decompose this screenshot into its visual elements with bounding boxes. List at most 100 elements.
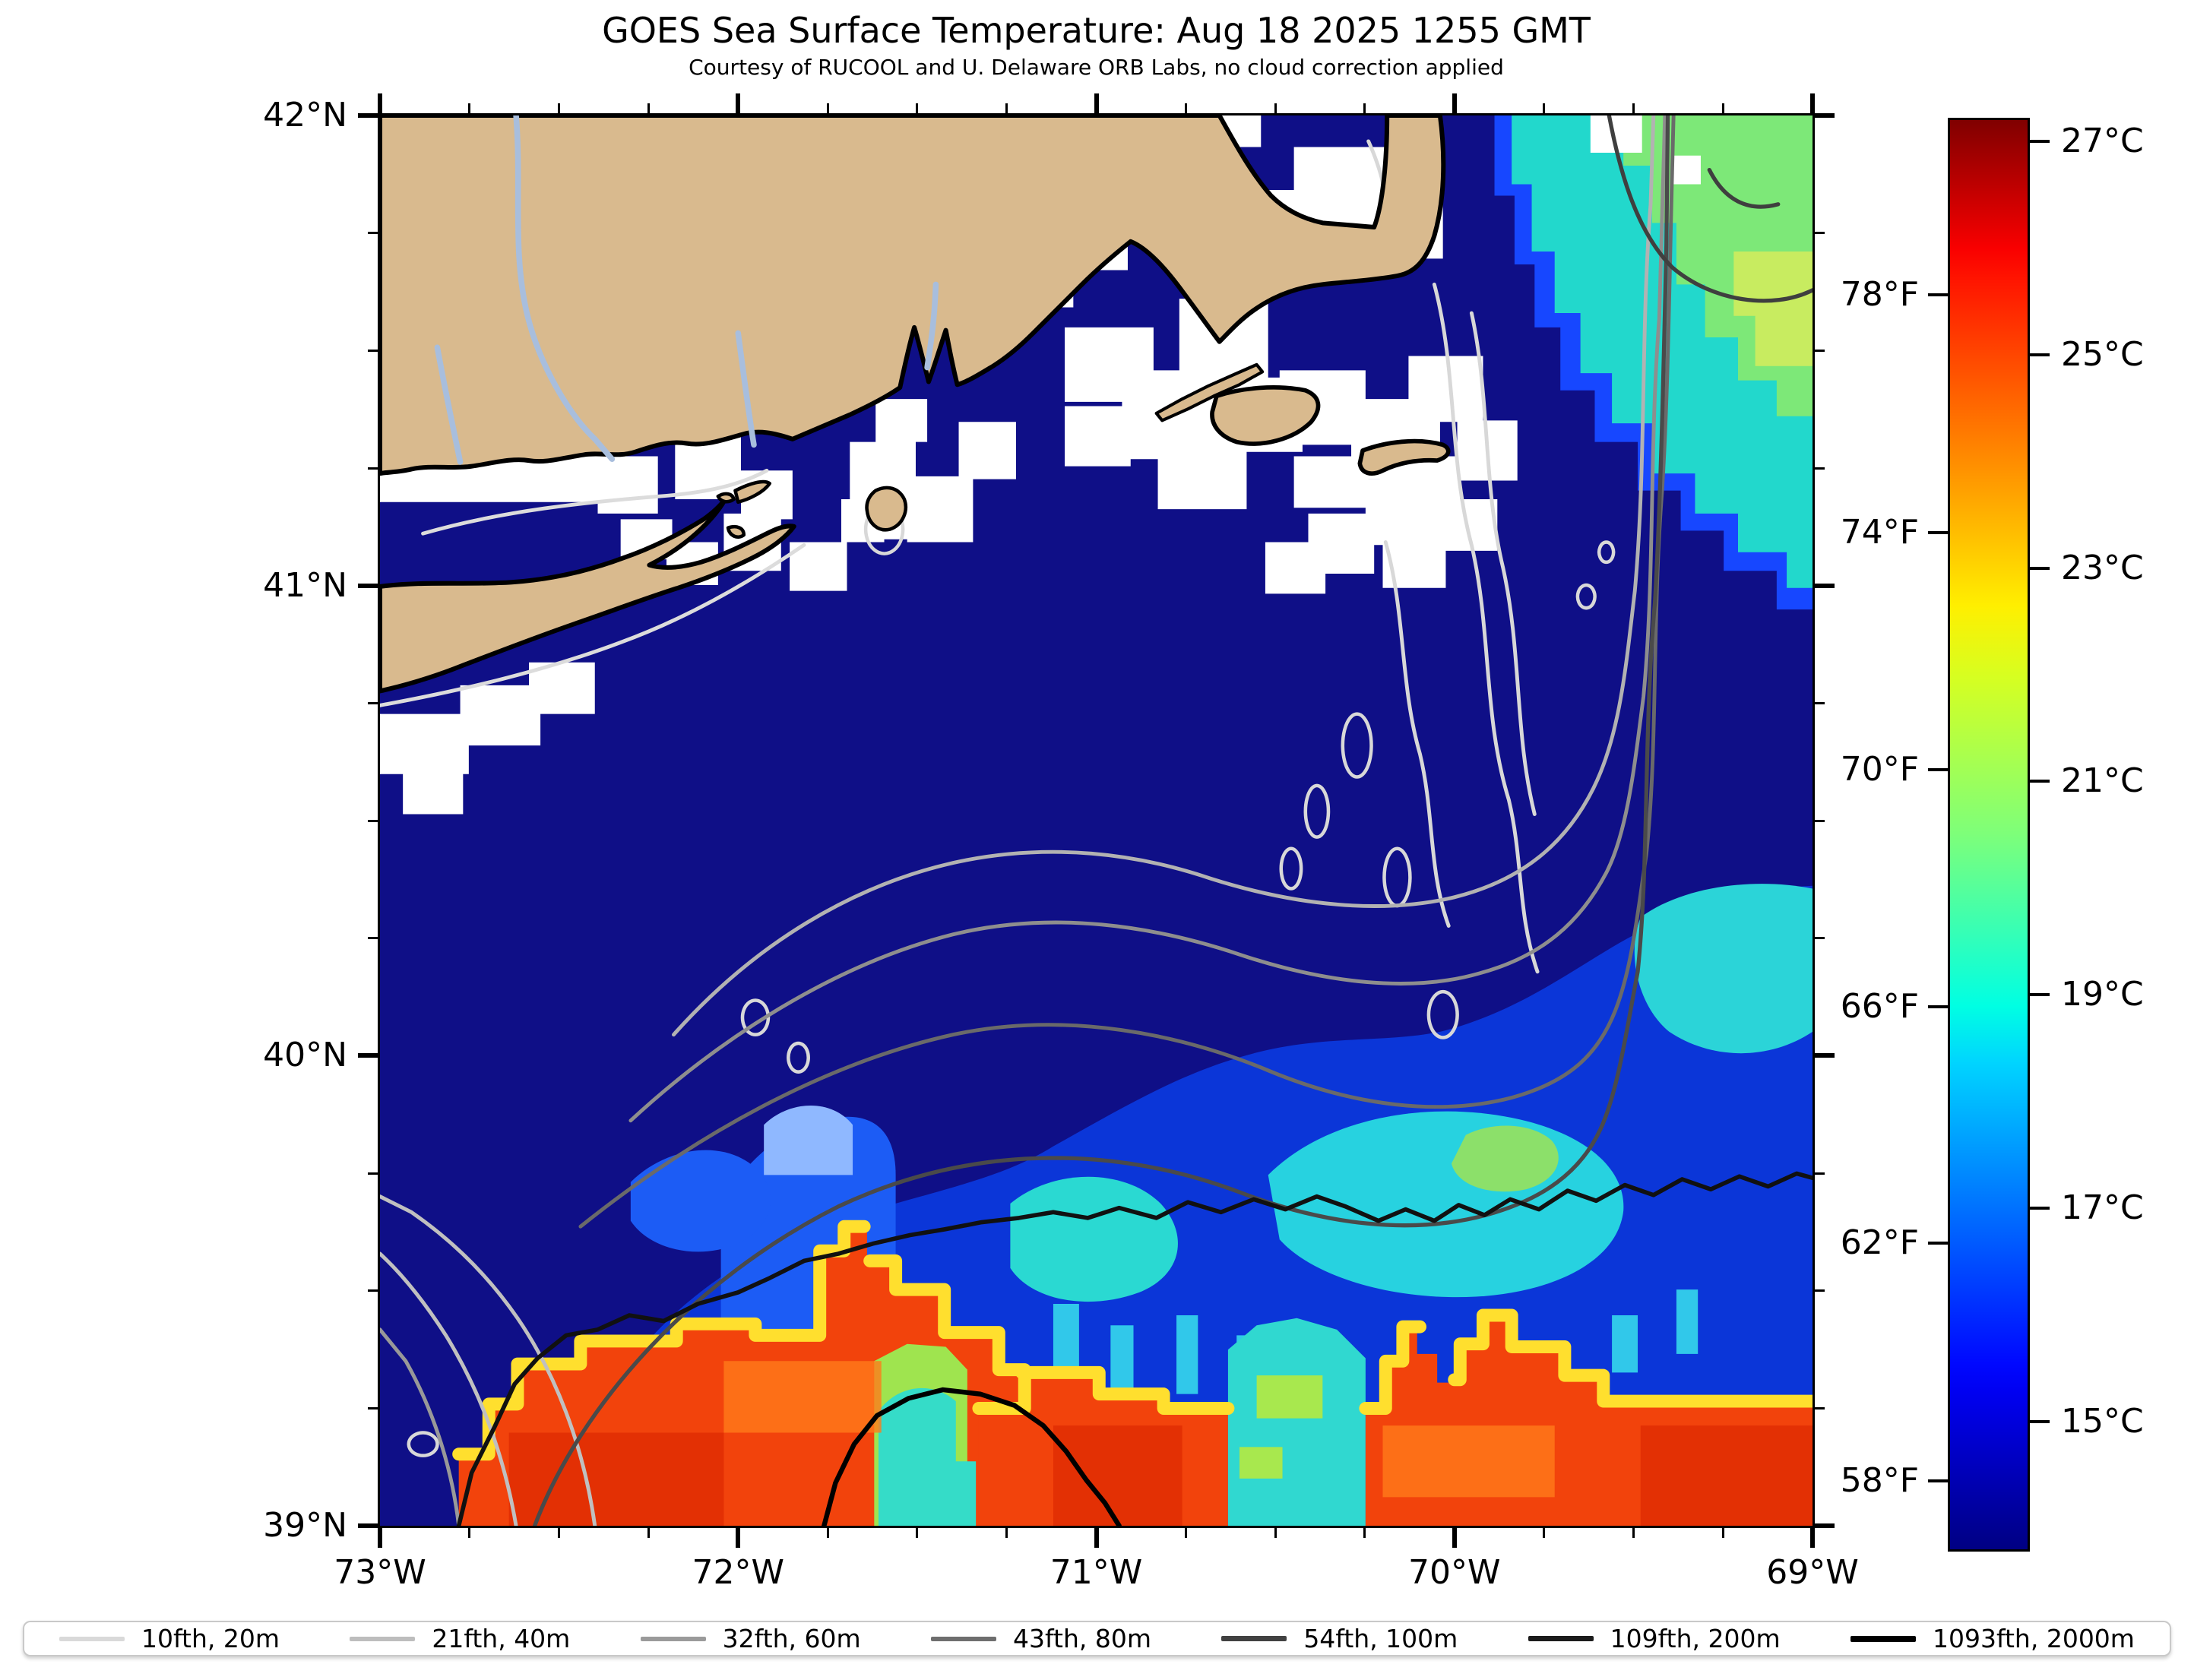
x-axis-top-major-tick: [736, 93, 741, 113]
colorbar-celsius-tick: [2030, 1419, 2050, 1423]
x-axis-top-minor-tick: [1005, 103, 1008, 113]
contour-40m-left: [380, 1194, 597, 1526]
y-axis-major-tick: [358, 583, 378, 588]
land-marthas-vineyard: [1210, 385, 1321, 446]
x-axis-minor-tick: [647, 1528, 650, 1538]
x-tick-label: 70°W: [1408, 1553, 1501, 1592]
cloud-nantucket-ring: [1265, 479, 1498, 594]
sst-mottle-green-flecks: [1451, 965, 1794, 1192]
x-axis-minor-tick: [1632, 1528, 1635, 1538]
colorbar-fahrenheit-label: 78°F: [1840, 275, 1919, 315]
legend-label: 21fth, 40m: [432, 1624, 571, 1653]
colorbar-fahrenheit-tick: [1928, 293, 1948, 297]
cloud-top-specks: [1217, 115, 1701, 185]
colorbar-celsius-label: 25°C: [2061, 334, 2144, 374]
x-axis-minor-tick: [1543, 1528, 1546, 1538]
legend-contour-swatch: [1221, 1636, 1287, 1641]
x-tick-label: 69°W: [1766, 1553, 1859, 1592]
y-tick-label: 39°N: [263, 1506, 347, 1545]
x-axis-top-major-tick: [1094, 93, 1099, 113]
colorbar-celsius-label: 27°C: [2061, 122, 2144, 161]
y-axis-right-minor-tick: [1815, 1406, 1825, 1409]
colorbar-celsius-tick: [2030, 140, 2050, 144]
land-nantucket: [1357, 438, 1451, 476]
x-axis-top-major-tick: [378, 93, 382, 113]
x-axis-top-minor-tick: [1184, 103, 1187, 113]
contour-60m-left: [380, 1327, 461, 1526]
y-axis-major-tick: [358, 113, 378, 118]
y-axis-right-minor-tick: [1815, 467, 1825, 470]
contour-60m-main: [628, 115, 1667, 1123]
y-axis-minor-tick: [368, 1289, 378, 1292]
cloud-ct-shore-band: [380, 436, 793, 560]
x-axis-top-minor-tick: [468, 103, 471, 113]
contour-100m-main: [532, 115, 1670, 1526]
page-subtitle: Courtesy of RUCOOL and U. Delaware ORB L…: [689, 55, 1504, 80]
y-axis-major-tick: [358, 1053, 378, 1058]
contour-20m-li-offshore: [380, 468, 806, 707]
sst-warm-yellow-fringe-c: [1359, 1308, 1813, 1415]
x-axis-minor-tick: [916, 1528, 919, 1538]
x-axis-major-tick: [1810, 1528, 1815, 1548]
colorbar-celsius-tick: [2030, 993, 2050, 997]
x-axis-top-minor-tick: [916, 103, 919, 113]
y-tick-label: 41°N: [263, 565, 347, 605]
x-tick-label: 72°W: [692, 1553, 785, 1592]
legend-label: 32fth, 60m: [722, 1624, 861, 1653]
x-axis-minor-tick: [1363, 1528, 1366, 1538]
colorbar-fahrenheit-tick: [1928, 1005, 1948, 1008]
legend-contour-swatch: [59, 1636, 125, 1641]
colorbar-fahrenheit-tick: [1928, 1479, 1948, 1483]
x-axis-top-minor-tick: [1632, 103, 1635, 113]
land-long-island: [380, 496, 796, 694]
legend-item: 32fth, 60m: [640, 1624, 861, 1653]
legend-label: 10fth, 20m: [141, 1624, 280, 1653]
colorbar-celsius-tick: [2030, 1206, 2050, 1210]
sst-warm-gap-green: [1239, 1375, 1323, 1479]
y-axis-right-minor-tick: [1815, 1289, 1825, 1292]
y-axis-minor-tick: [368, 349, 378, 352]
map-plot-area: [378, 113, 1815, 1528]
sst-mottle-left-tip: [764, 1105, 853, 1175]
x-axis-minor-tick: [558, 1528, 561, 1538]
contour-80m-main: [578, 115, 1676, 1229]
y-axis-minor-tick: [368, 819, 378, 822]
x-axis-minor-tick: [826, 1528, 829, 1538]
legend-item: 21fth, 40m: [350, 1624, 570, 1653]
colorbar-fahrenheit-tick: [1928, 1242, 1948, 1245]
land-mainland: [380, 115, 1446, 476]
x-axis-major-tick: [1452, 1528, 1457, 1548]
y-axis-right-major-tick: [1815, 583, 1835, 588]
cloud-li-south-shore: [380, 662, 595, 815]
x-axis-top-major-tick: [1810, 93, 1815, 113]
sst-mottle-cyan-right: [1634, 884, 1813, 1054]
legend-item: 1093fth, 2000m: [1850, 1624, 2135, 1653]
colorbar-celsius-label: 21°C: [2061, 761, 2144, 801]
y-axis-minor-tick: [368, 937, 378, 940]
y-axis-right-minor-tick: [1815, 819, 1825, 822]
y-axis-right-minor-tick: [1815, 937, 1825, 940]
page-title: GOES Sea Surface Temperature: Aug 18 202…: [602, 10, 1591, 51]
x-axis-minor-tick: [1721, 1528, 1724, 1538]
x-axis-minor-tick: [468, 1528, 471, 1538]
x-axis-top-minor-tick: [647, 103, 650, 113]
x-tick-label: 73°W: [334, 1553, 426, 1592]
y-axis-right-minor-tick: [1815, 701, 1825, 704]
colorbar-fahrenheit-label: 74°F: [1840, 513, 1919, 552]
y-tick-label: 42°N: [263, 96, 347, 134]
contour-100m-georges-ring: [1607, 115, 1813, 303]
sst-map-canvas: [380, 115, 1813, 1526]
x-axis-minor-tick: [1184, 1528, 1187, 1538]
x-axis-major-tick: [736, 1528, 741, 1548]
colorbar-celsius-tick: [2030, 780, 2050, 783]
sst-warm-notch-cyan: [878, 1387, 977, 1526]
legend-item: 43fth, 80m: [930, 1624, 1151, 1653]
colorbar-fahrenheit-label: 58°F: [1840, 1461, 1919, 1501]
colorbar-gradient: [1948, 118, 2030, 1552]
y-axis-minor-tick: [368, 467, 378, 470]
y-axis-right-minor-tick: [1815, 232, 1825, 235]
colorbar-fahrenheit-tick: [1928, 767, 1948, 771]
y-axis-minor-tick: [368, 701, 378, 704]
legend-contour-swatch: [350, 1636, 416, 1641]
